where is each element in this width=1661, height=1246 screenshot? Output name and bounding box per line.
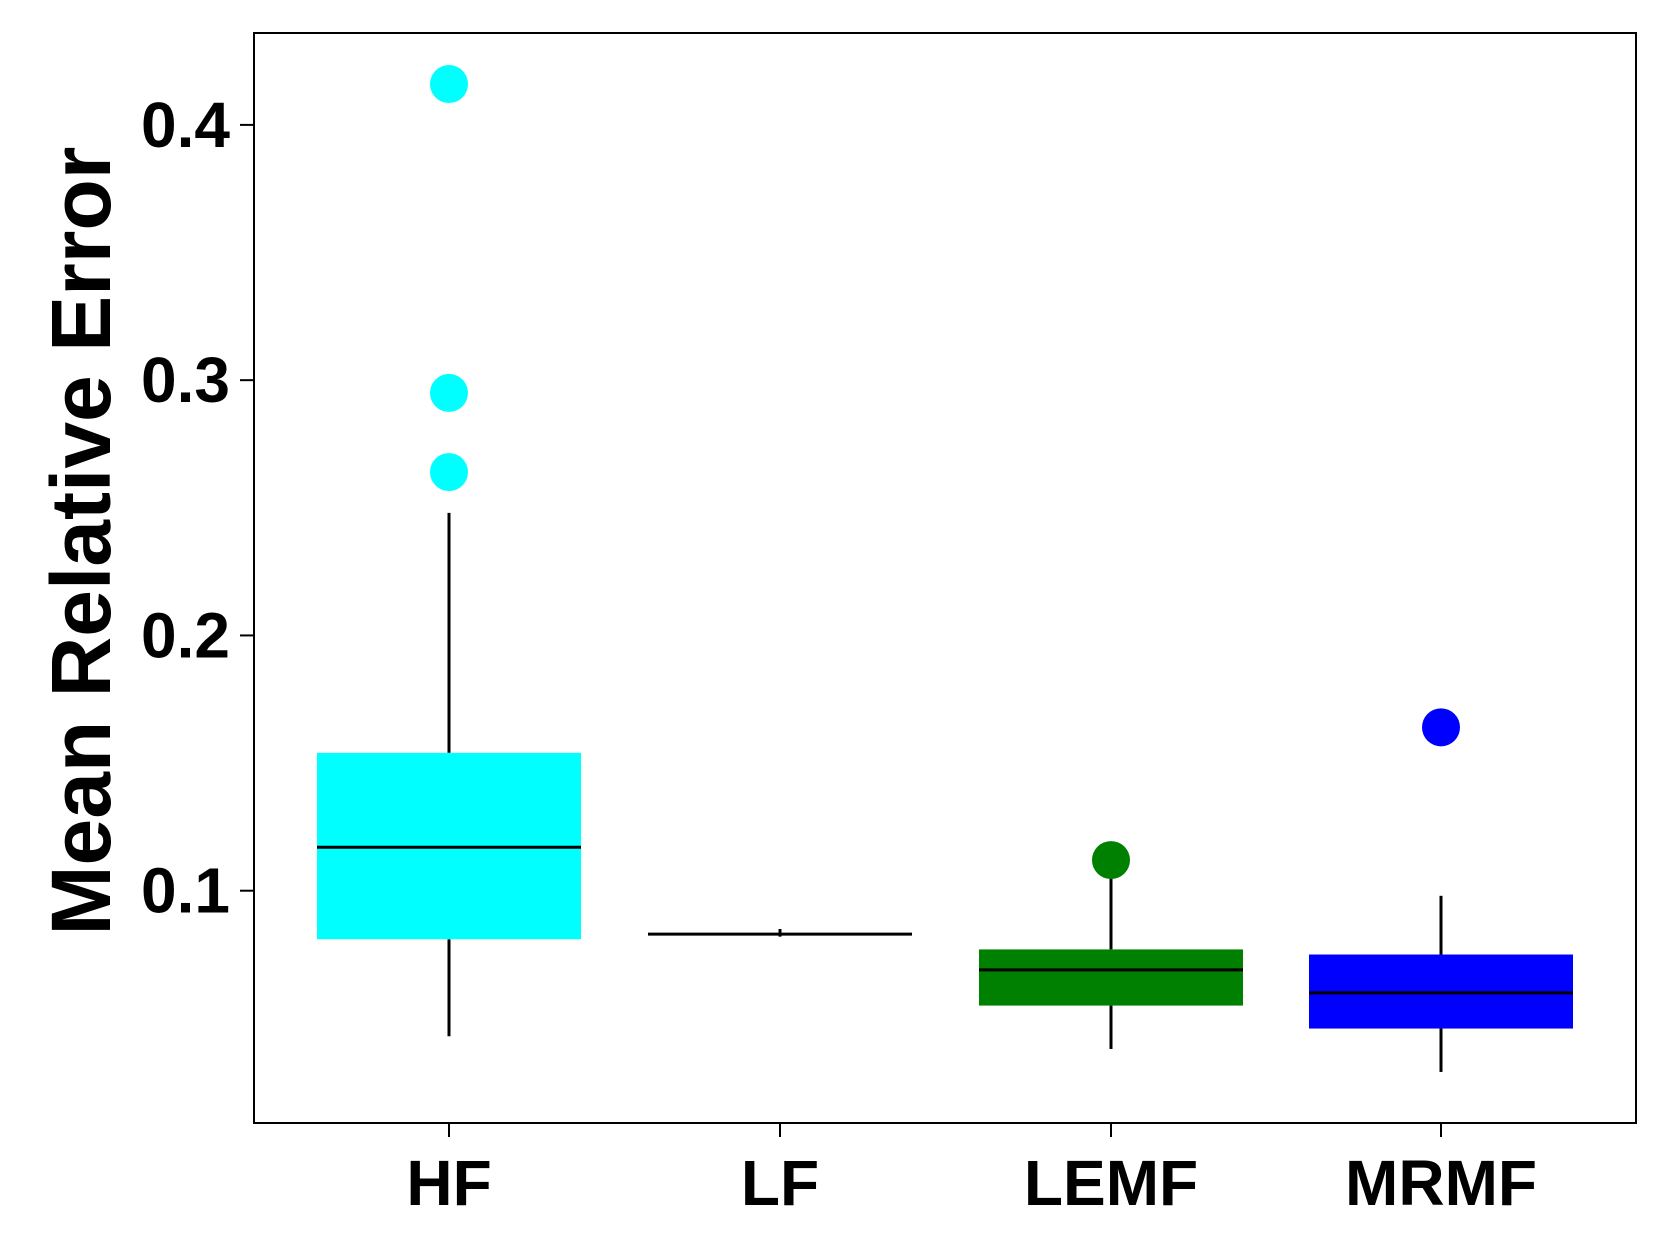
outlier-point (430, 65, 468, 104)
outlier-point (1422, 708, 1460, 747)
y-tick-label: 0.4 (141, 89, 230, 161)
y-tick-label: 0.1 (141, 855, 230, 927)
y-axis: 0.1 0.2 0.3 0.4 (141, 89, 254, 927)
x-tick-label: MRMF (1345, 1147, 1537, 1219)
box-group-lemf (979, 841, 1243, 1049)
x-tick-label: LEMF (1024, 1147, 1198, 1219)
x-tick-label: HF (406, 1147, 491, 1219)
box-group-mrmf (1309, 708, 1573, 1072)
outlier-point (430, 373, 468, 412)
box-group-lf (648, 928, 912, 937)
x-tick-label: LF (741, 1147, 819, 1219)
y-tick-label: 0.3 (141, 344, 230, 416)
plot-frame (253, 32, 1637, 1124)
y-axis-title: Mean Relative Error (34, 147, 128, 936)
y-tick-label: 0.2 (141, 599, 230, 671)
box-group-hf (317, 65, 581, 1037)
plot-marks (317, 65, 1573, 1072)
outlier-point (430, 453, 468, 492)
outlier-point (1092, 841, 1130, 880)
box-body (979, 949, 1243, 1006)
x-axis: HF LF LEMF MRMF (406, 1123, 1537, 1219)
